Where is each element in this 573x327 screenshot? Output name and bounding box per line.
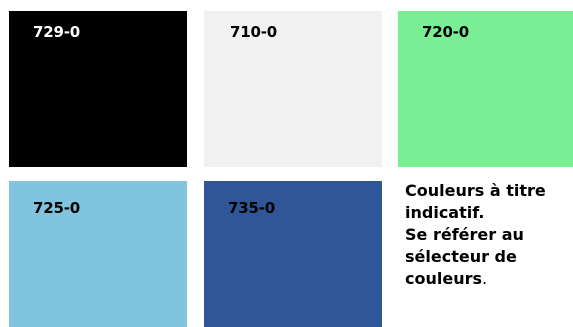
swatch-code: 720-0: [422, 23, 469, 41]
color-swatch-735-0: 735-0: [204, 181, 382, 327]
disclaimer-line-1: Couleurs à titre indicatif.: [405, 181, 546, 222]
color-swatch-725-0: 725-0: [9, 181, 187, 327]
color-swatch-710-0: 710-0: [204, 11, 382, 167]
color-swatch-720-0: 720-0: [398, 11, 573, 167]
swatch-code: 729-0: [33, 23, 80, 41]
swatch-code: 735-0: [228, 199, 275, 217]
color-swatch-729-0: 729-0: [9, 11, 187, 167]
swatch-code: 725-0: [33, 199, 80, 217]
disclaimer-note: Couleurs à titre indicatif. Se référer a…: [405, 180, 570, 290]
disclaimer-period: .: [482, 269, 488, 288]
swatch-code: 710-0: [230, 23, 277, 41]
disclaimer-line-2: Se référer au sélecteur de couleurs: [405, 225, 524, 288]
